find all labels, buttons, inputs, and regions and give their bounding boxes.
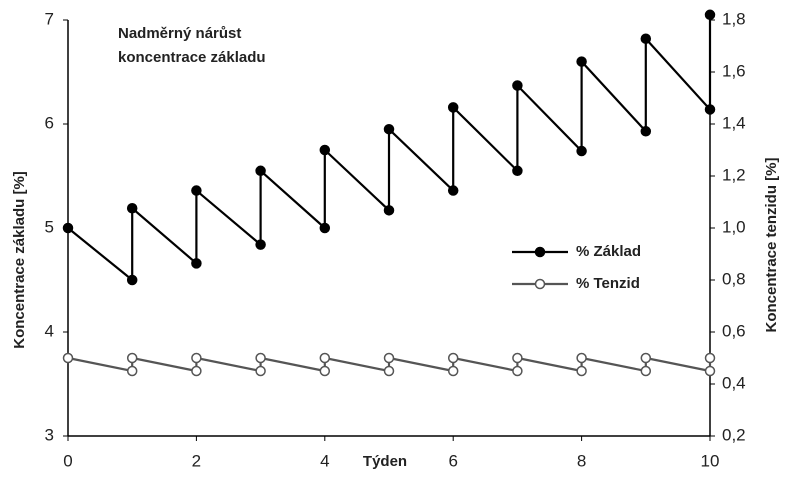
y-tick-label: 4: [45, 321, 54, 340]
data-point: [62, 222, 74, 234]
data-point: [640, 365, 652, 377]
data-point: [191, 365, 202, 377]
y2-tick-label: 0,2: [722, 425, 746, 444]
y2-tick-label: 0,8: [722, 269, 746, 288]
legend-marker: [534, 278, 546, 290]
data-point: [512, 365, 523, 377]
data-point: [255, 352, 266, 364]
y-tick-label: 6: [45, 113, 54, 132]
data-point: [126, 274, 138, 286]
data-point: [126, 202, 138, 214]
data-point: [126, 352, 138, 364]
x-tick-label: 8: [577, 451, 586, 470]
data-point: [319, 222, 331, 234]
y2-tick-label: 0,4: [722, 373, 746, 392]
legend-label: % Základ: [576, 243, 641, 260]
data-point: [255, 239, 266, 250]
x-tick-label: 10: [701, 451, 720, 470]
data-point: [62, 352, 74, 364]
data-point: [191, 185, 202, 196]
data-point: [383, 365, 395, 377]
data-point: [576, 56, 587, 67]
x-axis-label: Týden: [363, 453, 407, 470]
data-point: [447, 102, 459, 113]
x-tick-label: 2: [192, 451, 201, 470]
data-point: [191, 352, 202, 364]
data-point: [576, 365, 587, 377]
annotation: koncentrace základu: [118, 49, 266, 66]
data-point: [319, 352, 331, 364]
legend-label: % Tenzid: [576, 275, 640, 292]
data-point: [383, 123, 395, 135]
data-point: [704, 352, 716, 364]
data-point: [319, 144, 331, 156]
data-point: [512, 352, 523, 364]
annotation: Nadměrný nárůst: [118, 25, 241, 42]
y2-tick-label: 1,8: [722, 9, 746, 28]
data-point: [255, 365, 266, 377]
y2-tick-label: 0,6: [722, 321, 746, 340]
y-tick-label: 7: [45, 9, 54, 28]
y-tick-label: 5: [45, 217, 54, 236]
data-point: [640, 352, 652, 364]
data-point: [447, 365, 459, 377]
x-tick-label: 4: [320, 451, 329, 470]
data-point: [126, 365, 138, 377]
data-point: [447, 352, 459, 364]
y2-tick-label: 1,0: [722, 217, 746, 236]
legend-marker: [534, 246, 546, 258]
y2-tick-label: 1,4: [722, 113, 746, 132]
data-point: [704, 104, 716, 115]
data-point: [640, 33, 652, 44]
data-point: [576, 145, 587, 157]
y2-axis-label: Koncentrace tenzidu [%]: [763, 157, 780, 332]
data-point: [640, 126, 652, 137]
data-point: [704, 365, 716, 377]
x-tick-label: 0: [63, 451, 72, 470]
data-point: [191, 258, 202, 269]
data-point: [512, 165, 523, 177]
y2-tick-label: 1,6: [722, 61, 746, 80]
data-point: [383, 205, 395, 216]
data-point: [255, 165, 266, 177]
y2-tick-label: 1,2: [722, 165, 746, 184]
data-point: [512, 80, 523, 91]
data-point: [704, 9, 716, 21]
data-point: [319, 365, 331, 377]
y-axis-label: Koncentrace základu [%]: [11, 171, 28, 349]
data-point: [383, 352, 395, 364]
y-tick-label: 3: [45, 425, 54, 444]
x-tick-label: 6: [448, 451, 457, 470]
data-point: [576, 352, 587, 364]
data-point: [447, 185, 459, 196]
